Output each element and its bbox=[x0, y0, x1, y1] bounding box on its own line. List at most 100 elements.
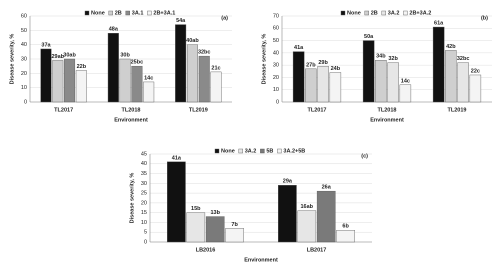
bar bbox=[119, 58, 131, 103]
value-label: 14c bbox=[401, 78, 410, 84]
bar bbox=[316, 190, 336, 243]
bar bbox=[278, 185, 297, 243]
value-label: 16ab bbox=[301, 204, 314, 210]
y-tick-label: 20 bbox=[141, 200, 147, 206]
y-tick-label: 10 bbox=[21, 85, 27, 91]
x-tick-label: TL2017 bbox=[54, 107, 73, 113]
legend-swatch bbox=[147, 10, 152, 16]
y-tick-label: 50 bbox=[273, 38, 279, 44]
y-tick-label: 70 bbox=[273, 13, 279, 19]
y-tick-label: 40 bbox=[273, 50, 279, 56]
y-tick-label: 60 bbox=[273, 26, 279, 32]
value-label: 7b bbox=[231, 222, 238, 228]
y-tick-label: 25 bbox=[141, 191, 147, 197]
annotation: (a) bbox=[221, 15, 228, 21]
y-tick-label: 35 bbox=[141, 171, 147, 177]
x-axis-label: Environment bbox=[244, 257, 278, 263]
y-tick-label: 30 bbox=[21, 56, 27, 62]
bar bbox=[305, 68, 317, 103]
value-label: 25bc bbox=[131, 60, 144, 66]
annotation: (b) bbox=[481, 15, 488, 21]
legend-swatch bbox=[108, 10, 113, 16]
legend-label: 3A.1 bbox=[132, 10, 144, 16]
legend-label: 3A.2 bbox=[245, 148, 257, 154]
bar bbox=[225, 228, 244, 243]
bar bbox=[297, 210, 317, 243]
bar bbox=[186, 44, 198, 103]
value-label: 15b bbox=[191, 206, 201, 212]
x-tick-label: TL2018 bbox=[122, 107, 141, 113]
value-label: 22b bbox=[77, 64, 87, 70]
legend-label: 5B bbox=[266, 148, 273, 154]
value-label: 24b bbox=[331, 66, 341, 72]
bar bbox=[469, 74, 482, 103]
value-label: 32bc bbox=[198, 50, 211, 56]
legend-swatch bbox=[238, 148, 243, 154]
legend-label: 2B+3A.2 bbox=[409, 10, 431, 16]
value-label: 48a bbox=[109, 27, 119, 33]
legend-label: None bbox=[221, 148, 235, 154]
legend-swatch bbox=[84, 10, 90, 16]
value-label: 22c bbox=[471, 68, 480, 74]
x-tick-label: TL2018 bbox=[378, 107, 397, 113]
bar bbox=[432, 26, 445, 103]
value-label: 40ab bbox=[186, 38, 199, 44]
annotation: (c) bbox=[361, 153, 368, 159]
value-label: 27b bbox=[306, 62, 316, 68]
legend-swatch bbox=[340, 10, 346, 16]
x-axis-label: Environment bbox=[114, 117, 148, 123]
value-label: 42b bbox=[446, 44, 456, 50]
value-label: 32b bbox=[388, 56, 398, 62]
bar bbox=[175, 24, 187, 103]
bar bbox=[107, 33, 119, 103]
legend-swatch bbox=[125, 10, 130, 16]
bar bbox=[52, 60, 64, 103]
legend-label: 2B+3A.1 bbox=[153, 10, 175, 16]
x-tick-label: LB2016 bbox=[196, 247, 216, 253]
y-tick-label: 40 bbox=[21, 42, 27, 48]
y-axis-label: Disease severity, % bbox=[261, 34, 267, 85]
bar bbox=[167, 161, 186, 243]
y-axis-label: Disease severity, % bbox=[129, 173, 135, 224]
y-tick-label: 50 bbox=[21, 28, 27, 34]
bar bbox=[131, 65, 143, 103]
y-tick-label: 15 bbox=[141, 210, 147, 216]
value-label: 61a bbox=[434, 21, 444, 27]
y-tick-label: 20 bbox=[273, 75, 279, 81]
legend-swatch bbox=[364, 10, 369, 16]
legend-swatch bbox=[403, 10, 408, 16]
bar bbox=[399, 84, 412, 103]
legend-label: None bbox=[347, 10, 361, 16]
legend-swatch bbox=[260, 148, 265, 154]
y-tick-label: 30 bbox=[141, 181, 147, 187]
value-label: 41a bbox=[294, 45, 304, 51]
legend-swatch bbox=[381, 10, 386, 16]
x-axis-label: Environment bbox=[370, 117, 404, 123]
value-label: 37a bbox=[41, 42, 51, 48]
y-tick-label: 30 bbox=[273, 63, 279, 69]
value-label: 29ab bbox=[52, 54, 65, 60]
legend-label: 2B bbox=[371, 10, 378, 16]
value-label: 32bc bbox=[457, 56, 470, 62]
y-tick-label: 0 bbox=[24, 99, 27, 105]
value-label: 29b bbox=[318, 60, 328, 66]
value-label: 30ab bbox=[63, 52, 76, 58]
bar bbox=[375, 60, 387, 103]
bar bbox=[457, 62, 469, 103]
bar bbox=[336, 230, 355, 243]
x-tick-label: TL2017 bbox=[308, 107, 327, 113]
bar bbox=[64, 58, 76, 103]
bar bbox=[329, 72, 342, 103]
bar bbox=[75, 70, 87, 103]
legend-swatch bbox=[277, 148, 282, 154]
bar bbox=[143, 81, 155, 103]
y-tick-label: 45 bbox=[141, 151, 147, 157]
value-label: 29a bbox=[283, 179, 293, 185]
bar bbox=[362, 40, 375, 103]
bar bbox=[40, 48, 52, 103]
legend-swatch bbox=[214, 148, 220, 154]
bar bbox=[205, 216, 225, 243]
bar bbox=[387, 62, 399, 103]
value-label: 6b bbox=[342, 224, 349, 230]
